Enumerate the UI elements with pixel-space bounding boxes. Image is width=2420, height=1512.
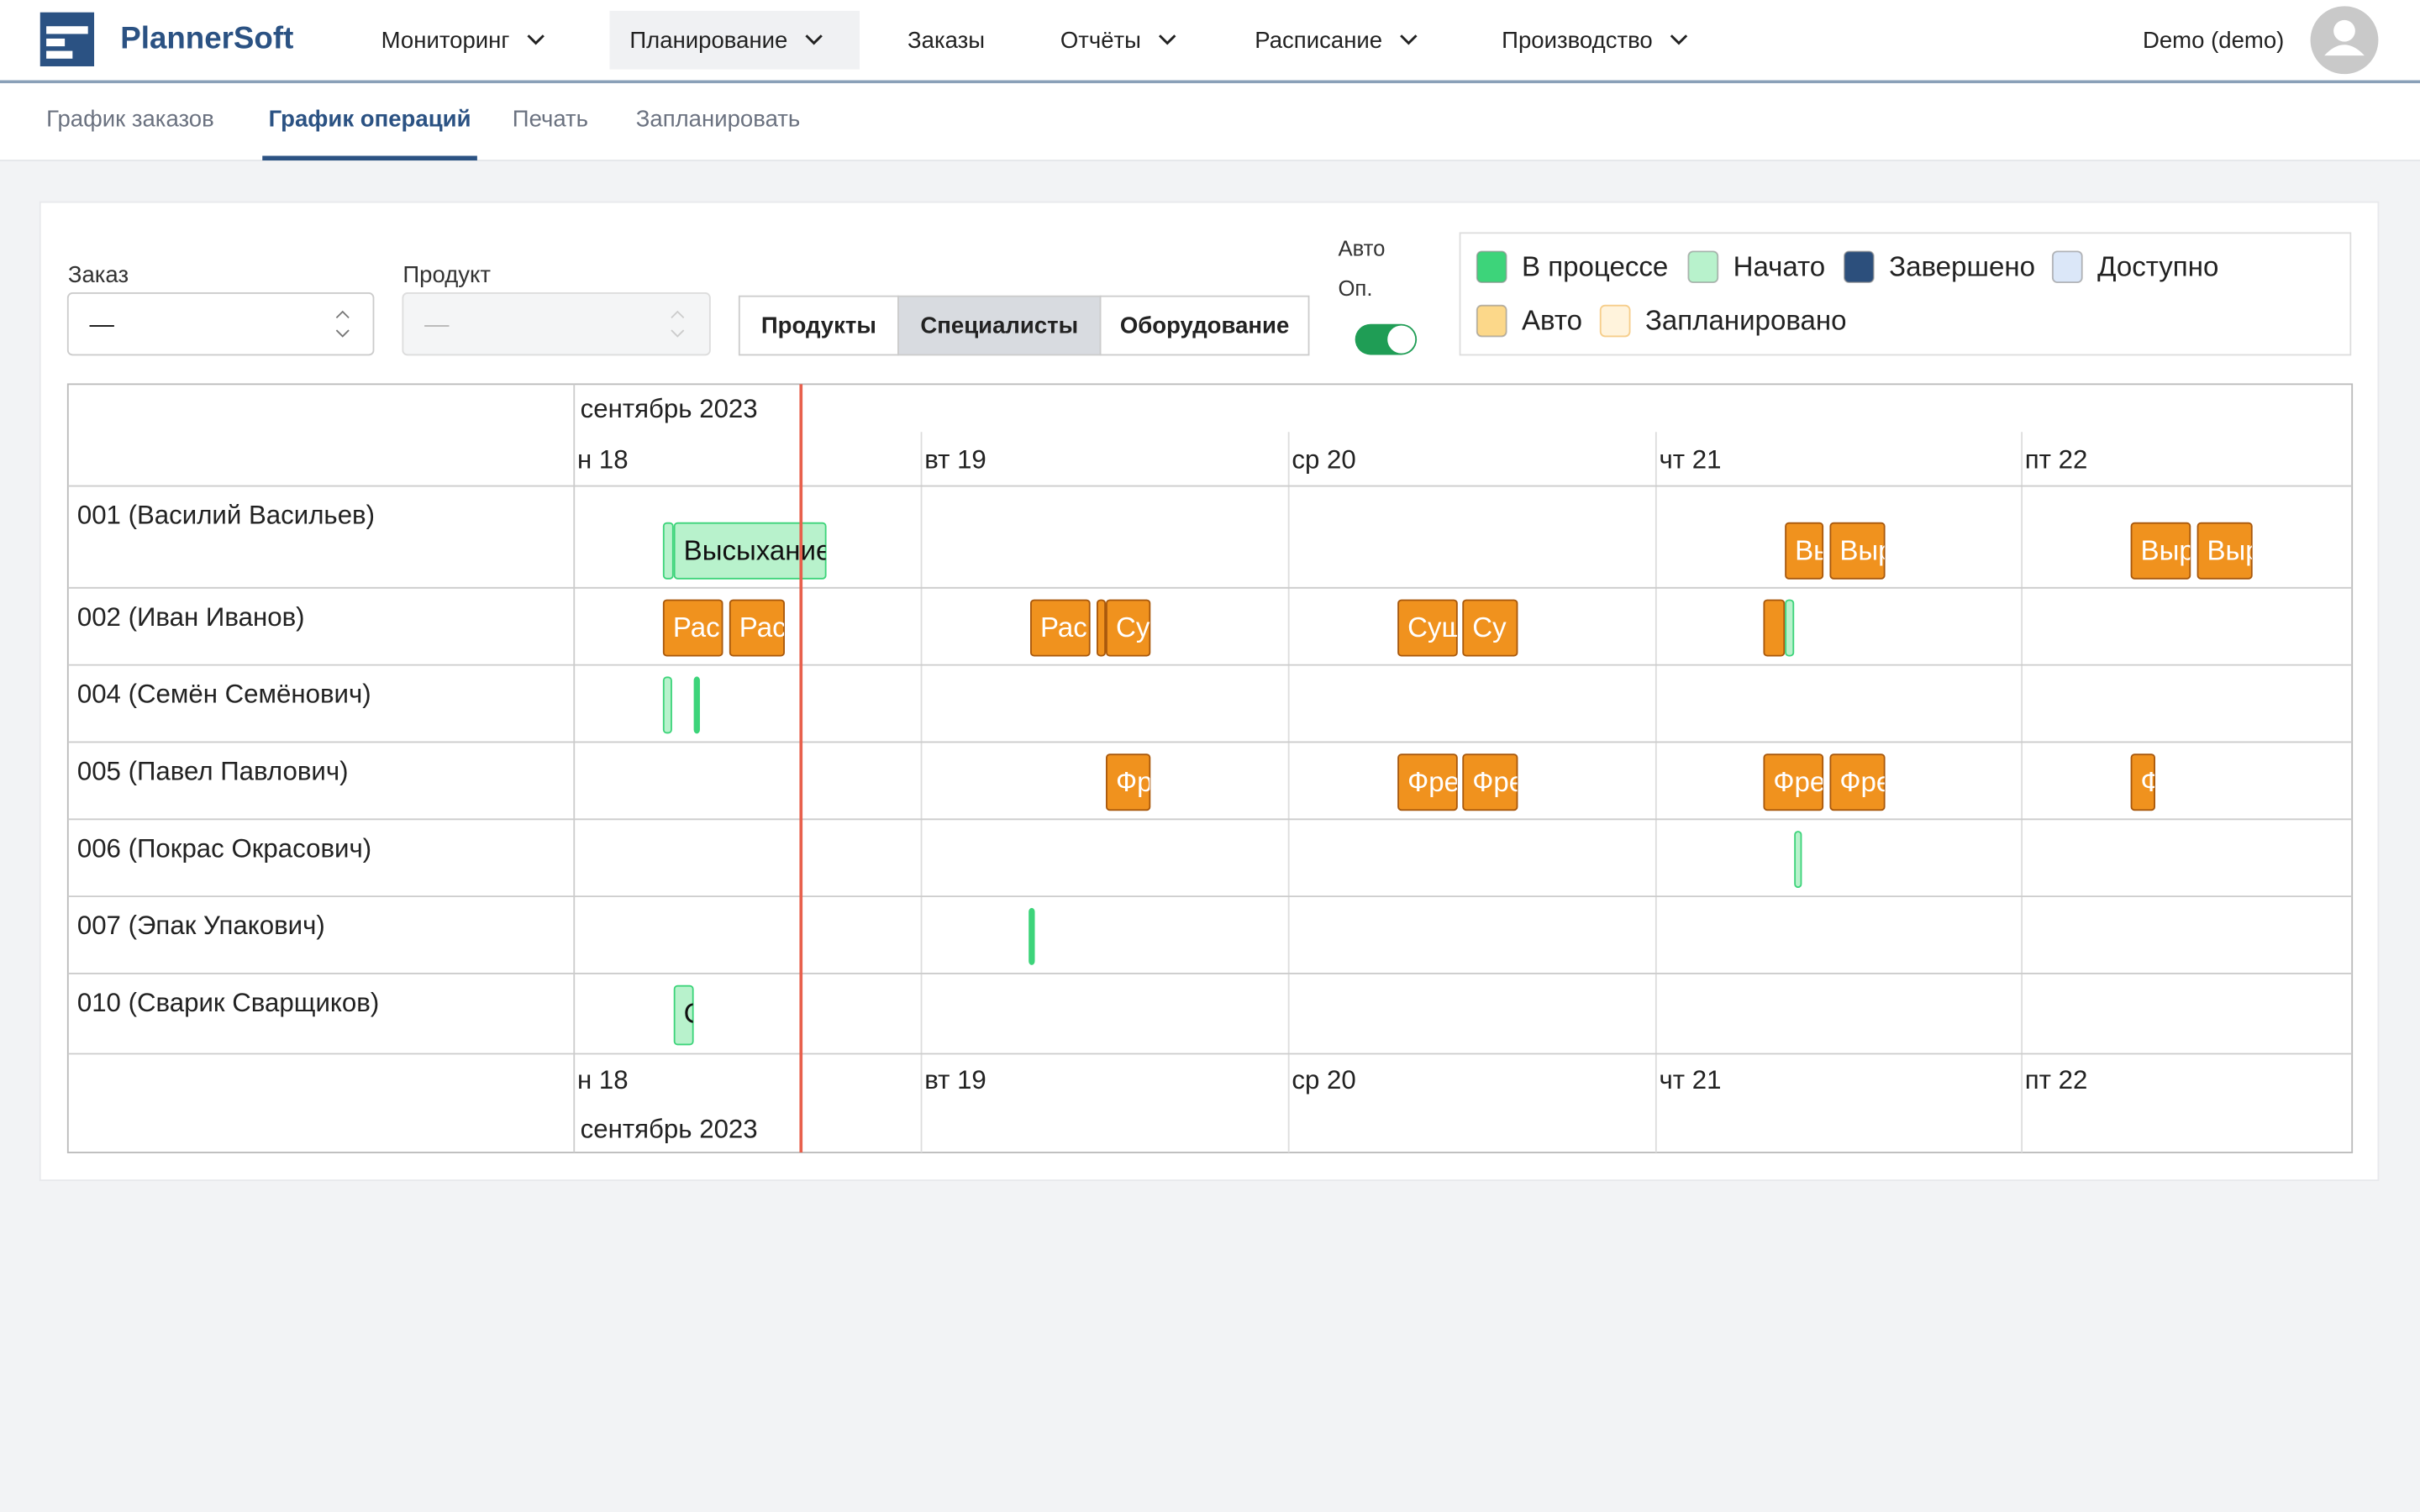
sub-tab[interactable]: График операций <box>269 106 471 132</box>
task-label: Выр <box>2141 535 2195 566</box>
task-bar[interactable] <box>1786 600 1793 655</box>
task-label: Фре <box>1773 767 1825 798</box>
task-bar[interactable] <box>1029 909 1034 964</box>
sub-tab[interactable]: График заказов <box>46 106 214 132</box>
user-name[interactable]: Demo (demo) <box>2143 27 2284 53</box>
task-label: Рас <box>673 612 720 643</box>
nav-item[interactable]: Заказы <box>908 27 985 53</box>
month-label: сентябрь 2023 <box>581 394 758 423</box>
day-label: н 18 <box>577 444 629 474</box>
task-bar[interactable] <box>1764 600 1784 655</box>
task-bar[interactable] <box>664 523 673 579</box>
order-label: Заказ <box>68 261 129 287</box>
logo <box>40 13 94 66</box>
task-label: Фре <box>1472 767 1524 798</box>
view-button-label: Специалисты <box>920 312 1078 339</box>
auto-label: Оп. <box>1338 277 1372 301</box>
legend-swatch <box>1688 251 1718 282</box>
day-label: пт 22 <box>2025 444 2088 474</box>
order-value: — <box>90 310 115 338</box>
day-label: ср 20 <box>1292 1065 1355 1095</box>
task-label: Фре <box>1839 767 1891 798</box>
gantt <box>68 384 2352 1152</box>
day-label: чт 21 <box>1659 1065 1721 1095</box>
task-bar[interactable] <box>695 677 700 732</box>
task-label: Сущ <box>1407 612 1465 643</box>
legend-label: Запланировано <box>1645 306 1847 337</box>
nav-item[interactable]: Мониторинг <box>381 27 510 53</box>
legend-label: Авто <box>1522 306 1582 337</box>
task-bar[interactable] <box>1097 600 1105 655</box>
resource-name: 004 (Семён Семёнович) <box>77 680 371 709</box>
task-label: Фр <box>1116 767 1153 798</box>
view-button-label: Оборудование <box>1120 312 1289 339</box>
day-label: ср 20 <box>1292 444 1355 474</box>
resource-name: 001 (Василий Васильев) <box>77 501 375 530</box>
avatar[interactable] <box>2311 6 2379 74</box>
task-label: Су <box>1116 612 1150 643</box>
month-label: сентябрь 2023 <box>581 1115 758 1144</box>
day-label: вт 19 <box>924 444 986 474</box>
legend-swatch <box>1844 251 1874 282</box>
toggle-knob <box>1387 326 1415 354</box>
tab-underline <box>262 156 477 161</box>
day-label: пт 22 <box>2025 1065 2088 1095</box>
task-label: Су <box>1472 612 1507 643</box>
legend-label: Доступно <box>2097 251 2218 282</box>
product-label: Продукт <box>402 261 491 287</box>
resource-name: 010 (Сварик Сварщиков) <box>77 988 379 1017</box>
view-button-label: Продукты <box>761 312 876 339</box>
day-label: вт 19 <box>924 1065 986 1095</box>
task-bar[interactable] <box>664 677 671 732</box>
day-label: чт 21 <box>1659 444 1721 474</box>
resource-name: 002 (Иван Иванов) <box>77 602 305 632</box>
sub-tab[interactable]: Запланировать <box>636 106 801 132</box>
resource-name: 007 (Эпак Упакович) <box>77 911 325 940</box>
top-bar <box>0 0 2420 81</box>
nav-item[interactable]: Отчёты <box>1060 27 1141 53</box>
task-bar[interactable] <box>1795 832 1801 887</box>
task-label: Высыхание <box>684 535 832 566</box>
legend-swatch <box>1477 251 1507 282</box>
legend-swatch <box>1601 306 1630 337</box>
task-label: Рас <box>739 612 786 643</box>
auto-label: Авто <box>1338 237 1385 260</box>
sub-tab[interactable]: Печать <box>513 106 588 132</box>
legend-label: Начато <box>1733 251 1826 282</box>
resource-name: 006 (Покрас Окрасович) <box>77 833 371 863</box>
brand[interactable]: PlannerSoft <box>120 20 293 55</box>
legend-label: Завершено <box>1889 251 2035 282</box>
legend-swatch <box>1477 306 1507 337</box>
nav-item[interactable]: Производство <box>1502 27 1653 53</box>
resource-name: 005 (Павел Павлович) <box>77 756 349 785</box>
nav-item[interactable]: Расписание <box>1255 27 1382 53</box>
task-label: Фре <box>1407 767 1460 798</box>
legend-label: В процессе <box>1522 251 1668 282</box>
task-label: Рас <box>1040 612 1087 643</box>
legend-swatch <box>2053 251 2082 282</box>
nav-item[interactable]: Планирование <box>629 27 787 53</box>
day-label: н 18 <box>577 1065 629 1095</box>
product-value: — <box>424 310 450 338</box>
